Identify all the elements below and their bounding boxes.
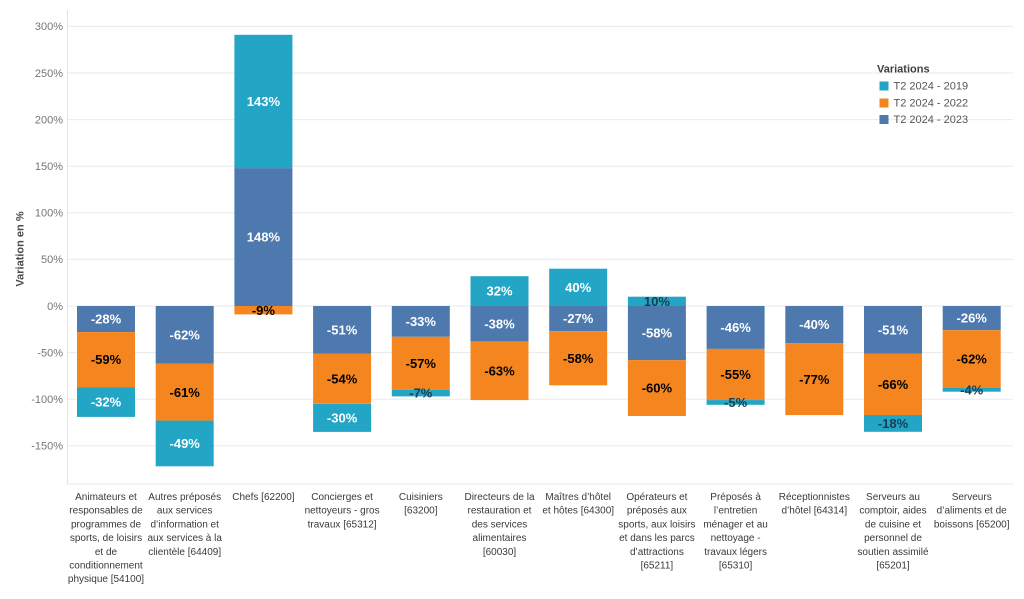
- svg-text:Variations: Variations: [877, 64, 930, 76]
- svg-text:-50%: -50%: [37, 347, 63, 359]
- svg-text:-40%: -40%: [799, 317, 830, 332]
- svg-text:T2 2024 - 2022: T2 2024 - 2022: [894, 98, 969, 110]
- svg-text:32%: 32%: [486, 284, 512, 299]
- svg-text:Variation en %: Variation en %: [15, 211, 27, 286]
- svg-text:0%: 0%: [47, 301, 63, 313]
- svg-text:40%: 40%: [565, 280, 591, 295]
- svg-text:Cuisiniers[63200]: Cuisiniers [63200]: [399, 492, 443, 517]
- svg-text:-27%: -27%: [563, 311, 594, 326]
- svg-text:300%: 300%: [35, 21, 63, 33]
- svg-text:-100%: -100%: [31, 394, 63, 406]
- svg-text:250%: 250%: [35, 68, 63, 80]
- svg-text:200%: 200%: [35, 114, 63, 126]
- svg-text:-58%: -58%: [563, 351, 594, 366]
- svg-text:-7%: -7%: [409, 386, 433, 401]
- svg-text:-59%: -59%: [91, 352, 122, 367]
- svg-text:-66%: -66%: [878, 377, 909, 392]
- svg-text:-26%: -26%: [957, 311, 988, 326]
- svg-text:148%: 148%: [247, 230, 281, 245]
- svg-text:-54%: -54%: [327, 371, 358, 386]
- svg-text:-55%: -55%: [720, 367, 751, 382]
- svg-text:143%: 143%: [247, 94, 281, 109]
- svg-text:T2 2024 - 2019: T2 2024 - 2019: [894, 81, 969, 93]
- svg-text:-4%: -4%: [960, 383, 984, 398]
- svg-text:150%: 150%: [35, 161, 63, 173]
- svg-text:-51%: -51%: [327, 322, 358, 337]
- svg-text:-150%: -150%: [31, 441, 63, 453]
- svg-text:-32%: -32%: [91, 395, 122, 410]
- svg-text:-62%: -62%: [957, 352, 988, 367]
- svg-text:-46%: -46%: [720, 320, 751, 335]
- svg-text:100%: 100%: [35, 208, 63, 220]
- svg-text:Chefs [62200]: Chefs [62200]: [232, 492, 294, 503]
- svg-text:-62%: -62%: [170, 328, 201, 343]
- svg-text:-77%: -77%: [799, 372, 830, 387]
- svg-text:-57%: -57%: [406, 356, 437, 371]
- svg-text:-28%: -28%: [91, 312, 122, 327]
- svg-text:-38%: -38%: [484, 316, 515, 331]
- svg-text:-18%: -18%: [878, 416, 909, 431]
- svg-text:-58%: -58%: [642, 326, 673, 341]
- svg-text:-51%: -51%: [878, 322, 909, 337]
- svg-text:-9%: -9%: [252, 303, 276, 318]
- svg-text:-63%: -63%: [484, 363, 515, 378]
- svg-text:-60%: -60%: [642, 381, 673, 396]
- svg-text:50%: 50%: [41, 254, 63, 266]
- svg-text:-49%: -49%: [170, 436, 201, 451]
- svg-text:-5%: -5%: [724, 395, 748, 410]
- svg-text:-33%: -33%: [406, 314, 437, 329]
- svg-text:10%: 10%: [644, 294, 670, 309]
- svg-text:-61%: -61%: [170, 385, 201, 400]
- svg-text:-30%: -30%: [327, 410, 358, 425]
- svg-text:T2 2024 - 2023: T2 2024 - 2023: [894, 114, 969, 126]
